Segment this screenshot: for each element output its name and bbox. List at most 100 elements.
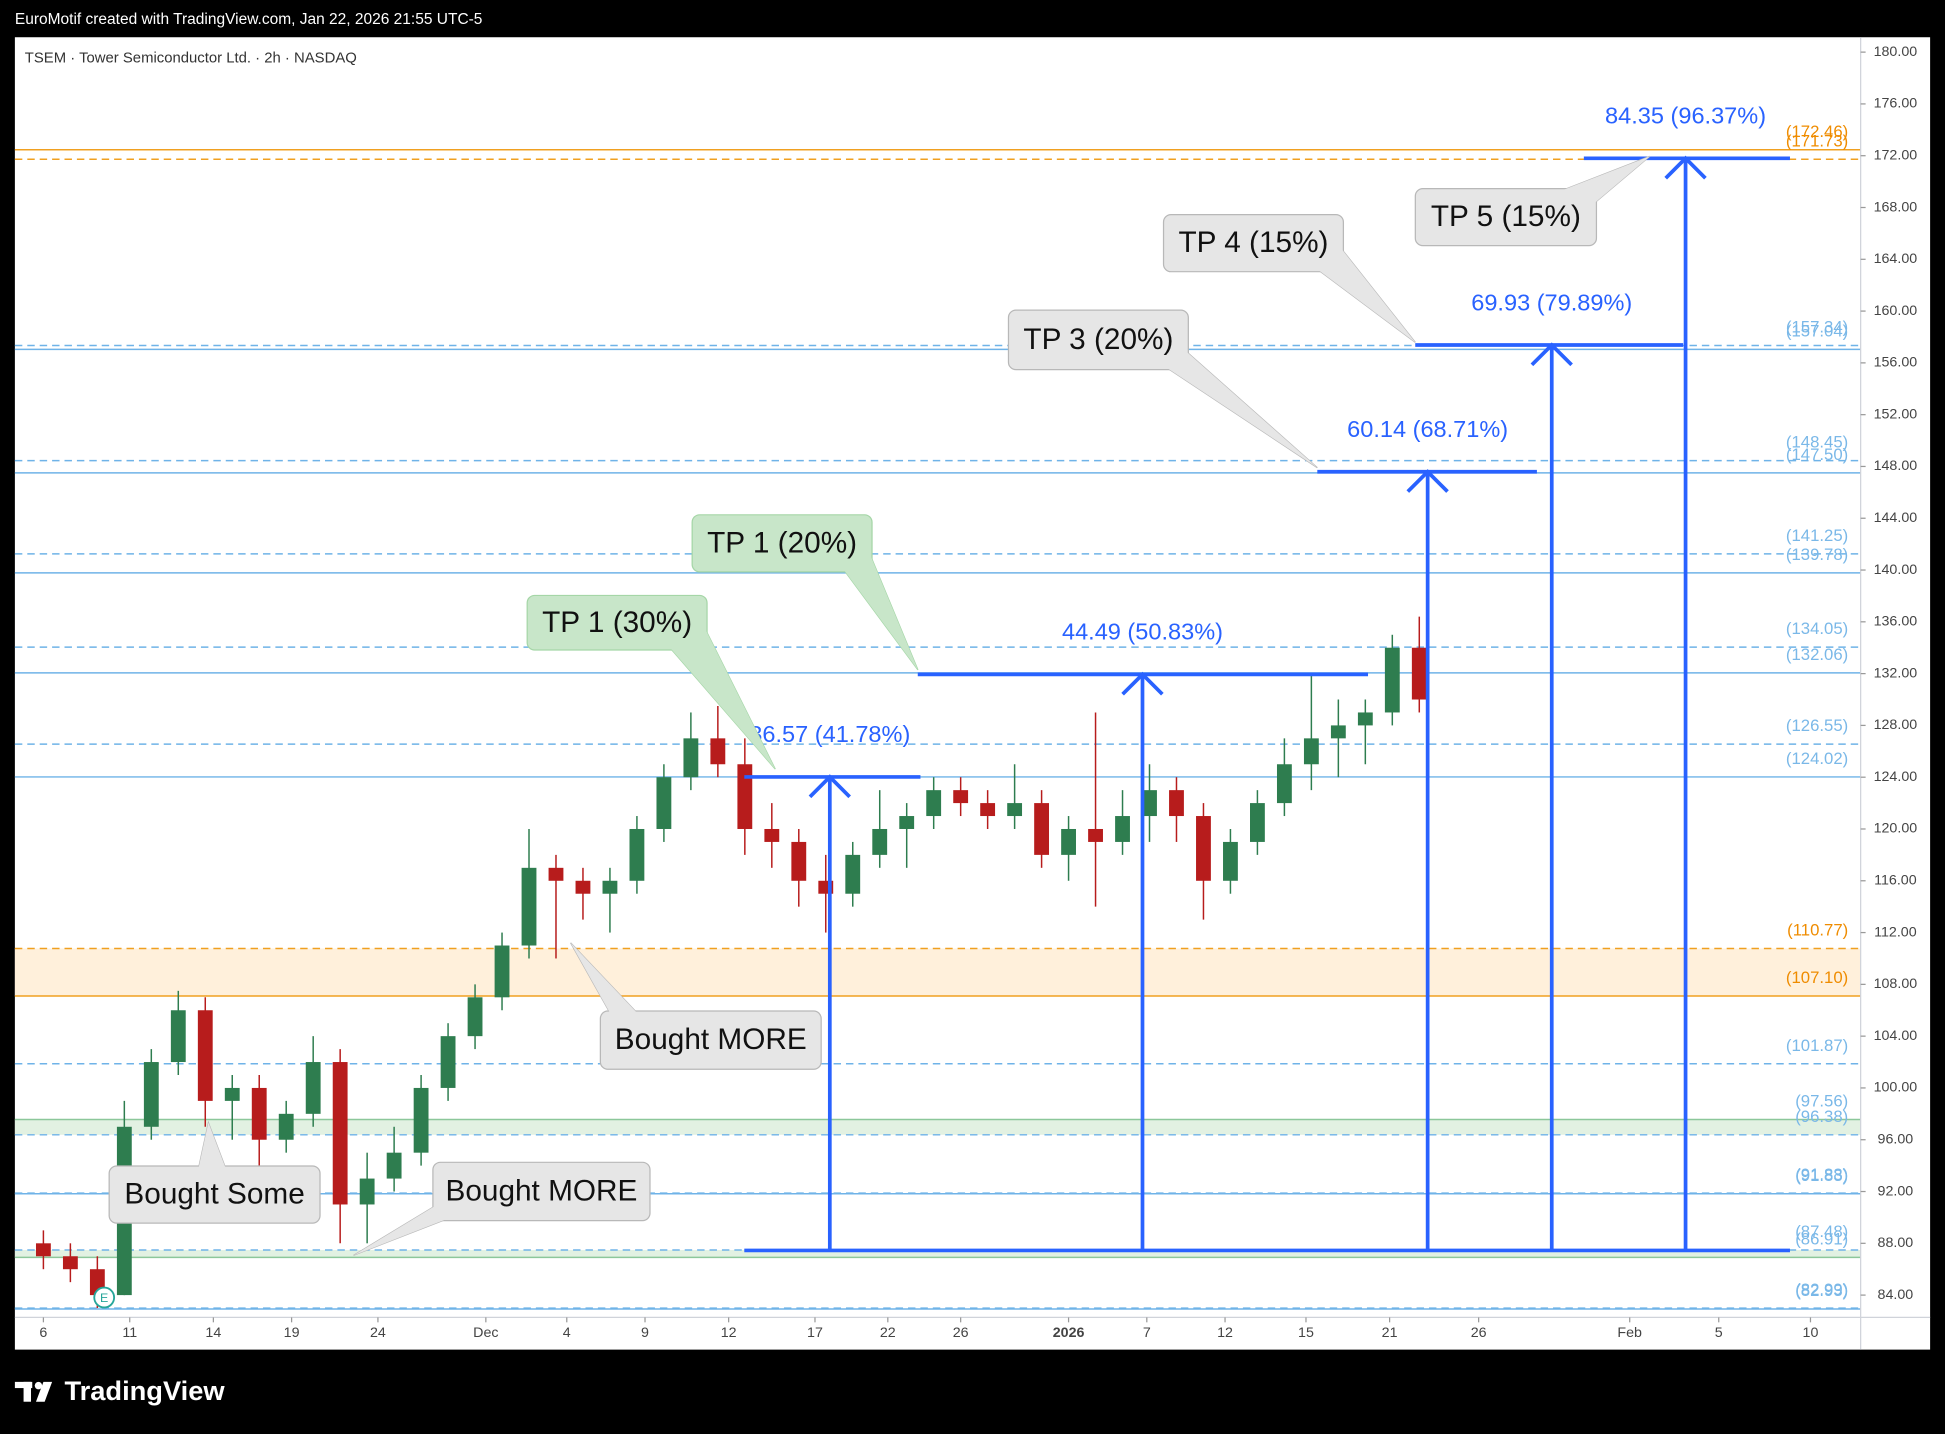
x-tick-label: 19	[284, 1325, 300, 1341]
candle-body	[1088, 828, 1103, 842]
candle-body	[35, 1243, 51, 1257]
level-label: (97.56)	[1795, 1092, 1848, 1111]
candle-body	[440, 1036, 456, 1088]
y-tick-label: 152.00	[1874, 406, 1918, 422]
candle-body	[1115, 816, 1130, 842]
logo-part	[23, 1381, 32, 1402]
candle-body	[926, 790, 942, 817]
level-label: (87.48)	[1795, 1222, 1848, 1241]
candle-body	[575, 880, 591, 894]
candle-body	[386, 1152, 402, 1179]
candle-body	[629, 828, 645, 881]
candle-body	[1303, 738, 1319, 765]
candle-body	[737, 764, 753, 829]
candle-body	[332, 1062, 348, 1205]
callout-pointer-fill	[1560, 156, 1650, 204]
x-tick-label: 15	[1298, 1325, 1314, 1341]
arrow-head	[1121, 671, 1164, 696]
y-tick-label: 96.00	[1878, 1131, 1914, 1147]
candle-body	[1249, 803, 1265, 842]
candle-body	[953, 790, 969, 804]
plot: (172.46)(171.73) (157.34)(157.04) (148.45)…	[14, 103, 1861, 1310]
y-tick-label: 112.00	[1874, 924, 1917, 940]
chart-panel	[14, 37, 1931, 1350]
callout-box	[1162, 214, 1345, 273]
x-tick-label: 10	[1803, 1325, 1819, 1341]
candle-body	[791, 841, 807, 881]
x-tick-label: Dec	[473, 1325, 498, 1341]
candle-body	[170, 1010, 186, 1063]
candle-body	[1007, 803, 1023, 817]
callout-text: TP 1 (30%)	[542, 606, 692, 639]
callout-text: TP 1 (20%)	[707, 526, 857, 559]
arrow-head	[1664, 155, 1707, 180]
y-tick-label: 92.00	[1878, 1183, 1914, 1199]
level-label: (82.99)	[1795, 1280, 1848, 1299]
x-tick-label: 21	[1382, 1325, 1398, 1341]
candle-body	[683, 738, 699, 778]
candle-body	[764, 828, 780, 842]
y-tick-label: 140.00	[1874, 562, 1918, 578]
arrow-head	[1406, 469, 1449, 493]
x-tick-label: 12	[1217, 1325, 1233, 1341]
candle-body	[251, 1087, 267, 1140]
callout-pointer-fill	[198, 1122, 226, 1169]
callout: Bought Some	[108, 1120, 321, 1224]
x-tick-label: 9	[641, 1325, 649, 1341]
level-label: (124.02)	[1786, 749, 1848, 768]
x-tick-label: Feb	[1617, 1325, 1642, 1341]
y-tick-label: 104.00	[1874, 1028, 1918, 1044]
projection-label: 84.35 (96.37%)	[1605, 103, 1766, 129]
arrow-head	[1530, 342, 1573, 367]
candle-body	[413, 1087, 429, 1153]
callout-pointer-fill	[669, 627, 776, 770]
level-label: (171.73)	[1786, 131, 1848, 150]
candle-body	[494, 945, 510, 998]
level-label: (148.45)	[1786, 433, 1848, 452]
y-tick-label: 148.00	[1874, 458, 1918, 474]
zone	[14, 1250, 1861, 1258]
level-label: (157.04)	[1786, 321, 1848, 340]
callout: TP 5 (15%)	[1414, 155, 1651, 247]
chart-title: TSEM · Tower Semiconductor Ltd. · 2h · N…	[25, 50, 357, 66]
brand-logo	[14, 1381, 53, 1402]
y-tick-label: 84.00	[1878, 1287, 1914, 1303]
logo-part	[35, 1381, 53, 1402]
callout-box	[1414, 187, 1598, 247]
level-label: (172.46)	[1786, 122, 1848, 141]
y-tick-label: 180.00	[1874, 44, 1918, 60]
level-label: (157.34)	[1786, 318, 1848, 337]
callout-pointer-fill	[1166, 351, 1318, 468]
candle-body	[467, 997, 483, 1037]
y-tick-label: 132.00	[1874, 665, 1918, 681]
level-label: (110.77)	[1787, 921, 1848, 940]
x-tick-label: 26	[1471, 1325, 1487, 1341]
x-tick-label: 12	[721, 1325, 737, 1341]
level-label: (91.88)	[1795, 1165, 1848, 1184]
candle-body	[899, 816, 915, 829]
x-tick-label: 24	[370, 1325, 386, 1341]
candle-body	[845, 854, 861, 894]
y-tick-label: 120.00	[1874, 821, 1918, 837]
level-label: (82.93)	[1795, 1281, 1848, 1300]
x-tick-label: 26	[953, 1325, 969, 1341]
zone	[14, 1119, 1861, 1135]
x-tick-label: 11	[122, 1325, 137, 1341]
y-tick-label: 176.00	[1874, 96, 1918, 112]
candle-body	[359, 1178, 375, 1205]
candle-body	[1357, 712, 1373, 726]
callout: TP 3 (20%)	[1007, 309, 1318, 469]
callout-text: Bought Some	[124, 1178, 304, 1211]
level-label: (147.50)	[1786, 445, 1848, 464]
candle-body	[872, 828, 888, 855]
level-label: (134.05)	[1786, 619, 1848, 638]
candle-body	[1034, 803, 1050, 855]
callout-box	[599, 1010, 822, 1070]
candle-body	[980, 803, 996, 817]
y-tick-label: 160.00	[1874, 303, 1918, 319]
y-tick-label: 128.00	[1874, 717, 1918, 733]
y-tick-label: 124.00	[1874, 769, 1918, 785]
candle-body	[521, 867, 537, 946]
level-label: (139.78)	[1786, 545, 1848, 564]
candle-body	[602, 880, 618, 894]
